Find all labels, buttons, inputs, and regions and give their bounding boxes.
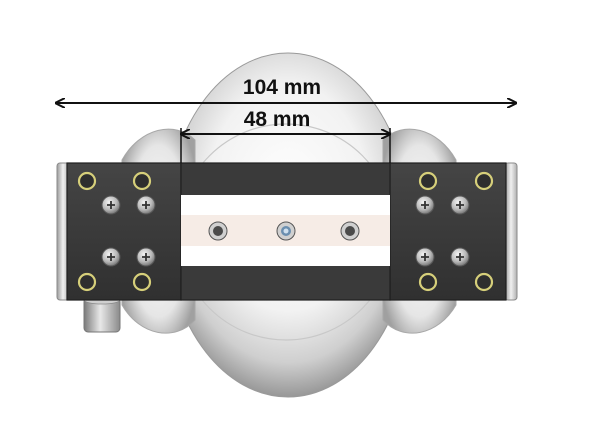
side-caps <box>56 162 518 301</box>
phillips-screw-icon <box>415 195 435 215</box>
phillips-screw-icon <box>136 195 156 215</box>
inner-width-label: 48 mm <box>244 108 311 131</box>
ring-hole-icon <box>132 171 152 191</box>
ring-hole-icon <box>132 272 152 292</box>
ring-hole-icon <box>474 171 494 191</box>
ring-hole-icon <box>418 272 438 292</box>
phillips-screw-icon <box>136 247 156 267</box>
ring-hole-icon <box>77 171 97 191</box>
socket-screw-icon <box>208 221 228 241</box>
phillips-screw-icon <box>101 247 121 267</box>
insert-screws <box>208 221 360 241</box>
phillips-screw-icon <box>101 195 121 215</box>
phillips-screw-icon <box>450 195 470 215</box>
overall-width-label: 104 mm <box>243 76 321 99</box>
phillips-screw-icon <box>415 247 435 267</box>
mount-holes <box>77 171 494 292</box>
phillips-screw-icon <box>450 247 470 267</box>
cable-port <box>83 295 121 333</box>
ring-hole-icon <box>77 272 97 292</box>
plate-screws <box>101 195 470 267</box>
socket-screw-icon <box>276 221 296 241</box>
inner-width-dimension: 48 mm <box>181 108 390 163</box>
ring-hole-icon <box>418 171 438 191</box>
overall-width-dimension: 104 mm <box>56 76 516 103</box>
socket-screw-icon <box>340 221 360 241</box>
ring-hole-icon <box>474 272 494 292</box>
